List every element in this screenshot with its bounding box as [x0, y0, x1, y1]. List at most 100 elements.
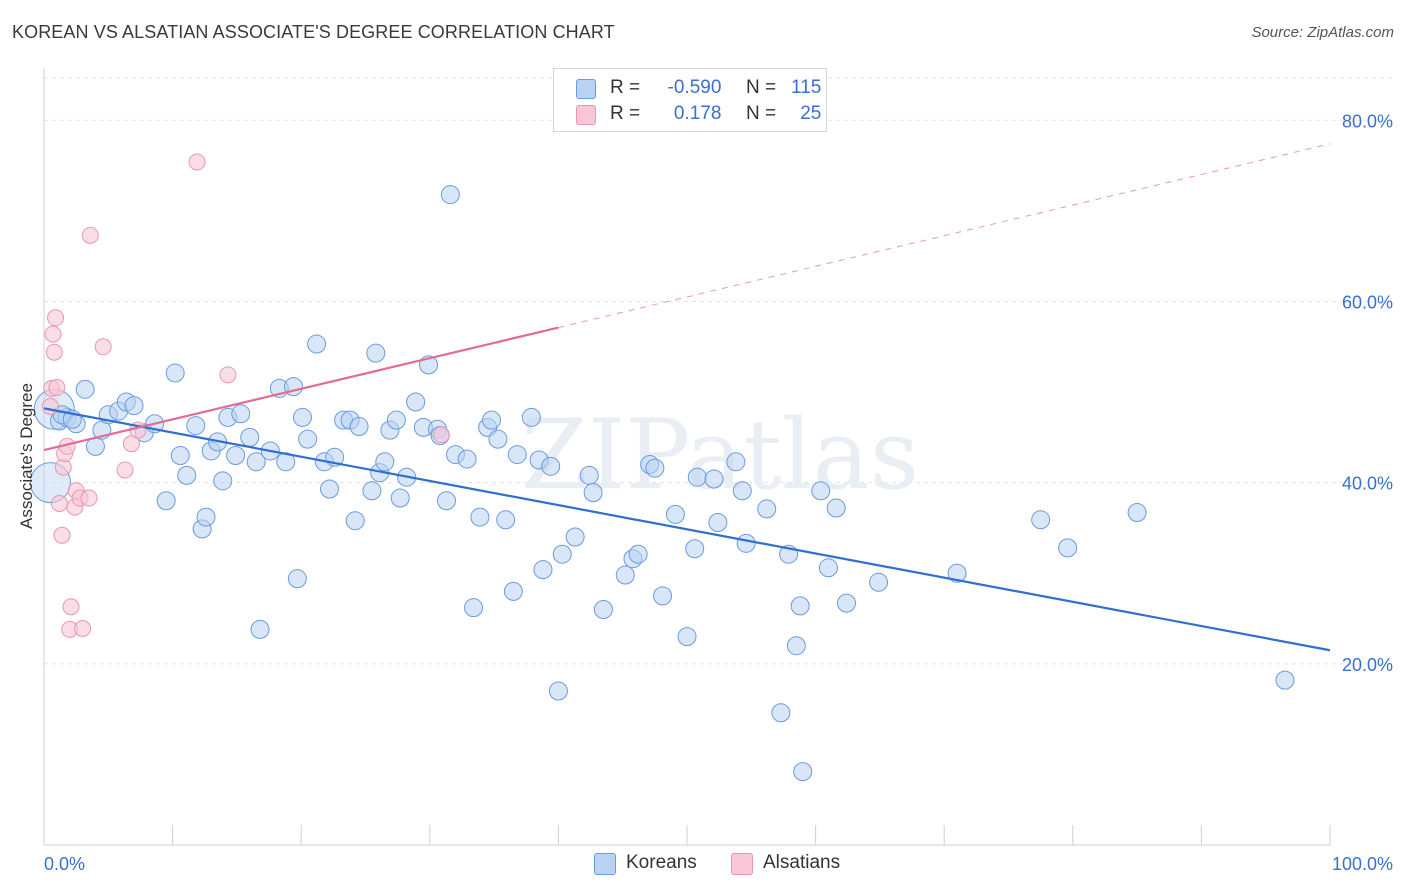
korean-point — [457, 449, 477, 469]
legend-text-alsatians: R = 0.178 N = 25 — [610, 103, 821, 125]
korean-point — [470, 507, 490, 527]
alsatian-point — [50, 494, 68, 512]
legend-r-value: 0.178 — [673, 103, 722, 124]
legend-r-value: -0.590 — [667, 77, 722, 98]
korean-point — [1275, 670, 1295, 690]
legend-r-label: R = — [610, 77, 641, 98]
korean-point — [786, 636, 806, 656]
legend-n-label: N = — [745, 77, 777, 98]
korean-point — [533, 560, 553, 580]
koreans-trend-line — [43, 407, 1331, 652]
alsatian-point — [53, 526, 71, 544]
korean-point — [521, 407, 541, 427]
chart-source: Source: ZipAtlas.com — [1251, 24, 1394, 41]
korean-point — [732, 481, 752, 501]
korean-point — [541, 456, 561, 476]
alsatian-point — [74, 619, 92, 637]
korean-point — [319, 479, 339, 499]
alsatian-point — [47, 309, 65, 327]
alsatian-point — [45, 343, 63, 361]
korean-point — [186, 416, 206, 436]
korean-point — [307, 334, 327, 354]
y-axis-label: Associate's Degree — [17, 383, 36, 529]
legend-r-label: R = — [610, 103, 641, 124]
bottom-legend-label-alsatians: Alsatians — [763, 852, 841, 873]
korean-point — [645, 458, 665, 478]
korean-point — [771, 703, 791, 723]
korean-point — [226, 445, 246, 465]
korean-point — [726, 452, 746, 472]
korean-point — [406, 392, 426, 412]
korean-point — [75, 379, 95, 399]
trend-lines — [43, 143, 1331, 652]
correlation-legend: R = -0.590 N = 115 R = 0.178 N = 25 — [553, 68, 827, 132]
korean-point — [947, 563, 967, 583]
korean-point — [628, 544, 648, 564]
korean-point — [677, 627, 697, 647]
x-tick-label: 0.0% — [44, 854, 85, 874]
korean-point — [437, 491, 457, 511]
alsatians-trend-line-dashed — [558, 143, 1331, 329]
korean-point — [704, 469, 724, 489]
bottom-legend-swatch-alsatians — [731, 853, 753, 875]
korean-point — [790, 596, 810, 616]
korean-point — [826, 498, 846, 518]
korean-point — [583, 483, 603, 503]
korean-point — [757, 499, 777, 519]
legend-n-label: N = — [745, 103, 777, 124]
korean-point — [548, 681, 568, 701]
bottom-legend-label-koreans: Koreans — [626, 852, 697, 873]
korean-point — [292, 407, 312, 427]
y-tick-label: 80.0% — [1342, 111, 1393, 131]
legend-swatch-koreans — [576, 79, 596, 99]
korean-point — [565, 527, 585, 547]
korean-point — [552, 544, 572, 564]
korean-point — [869, 572, 889, 592]
korean-point — [390, 488, 410, 508]
chart-title: KOREAN VS ALSATIAN ASSOCIATE'S DEGREE CO… — [12, 22, 615, 42]
korean-point — [213, 471, 233, 491]
x-tick-label: 100.0% — [1332, 854, 1393, 874]
alsatian-point — [41, 398, 59, 416]
korean-point — [503, 581, 523, 601]
y-tick-label: 20.0% — [1342, 655, 1393, 675]
series-alsatians-points — [41, 153, 450, 638]
watermark: ZIPatlas — [521, 399, 919, 511]
korean-point — [345, 511, 365, 531]
korean-point — [298, 429, 318, 449]
korean-point — [653, 586, 673, 606]
korean-point — [593, 599, 613, 619]
legend-text-koreans: R = -0.590 N = 115 — [610, 77, 821, 99]
grid-lines — [44, 77, 1392, 665]
alsatian-point — [116, 461, 134, 479]
alsatian-point — [44, 325, 62, 343]
korean-point — [818, 558, 838, 578]
korean-point — [488, 429, 508, 449]
korean-point — [507, 445, 527, 465]
alsatians-trend-line-solid — [43, 326, 559, 452]
korean-point — [287, 569, 307, 589]
korean-point — [836, 593, 856, 613]
legend-swatch-alsatians — [576, 105, 596, 125]
y-tick-label: 60.0% — [1342, 292, 1393, 312]
alsatian-point — [219, 366, 237, 384]
korean-point — [464, 598, 484, 618]
y-tick-label: 40.0% — [1342, 474, 1393, 494]
korean-point — [708, 513, 728, 533]
alsatian-point — [48, 379, 66, 397]
alsatian-point — [122, 435, 140, 453]
korean-point — [124, 396, 144, 416]
korean-point — [1058, 538, 1078, 558]
korean-point — [736, 533, 756, 553]
korean-point — [685, 539, 705, 559]
korean-point — [375, 452, 395, 472]
tick-labels: 20.0% 40.0% 60.0% 80.0% 0.0% 100.0% — [44, 111, 1393, 874]
korean-point — [240, 427, 260, 447]
korean-point — [196, 507, 216, 527]
korean-point — [1031, 510, 1051, 530]
korean-point — [1127, 503, 1147, 523]
korean-point — [811, 481, 831, 501]
korean-point — [579, 465, 599, 485]
korean-point — [165, 363, 185, 383]
korean-point — [793, 762, 813, 782]
